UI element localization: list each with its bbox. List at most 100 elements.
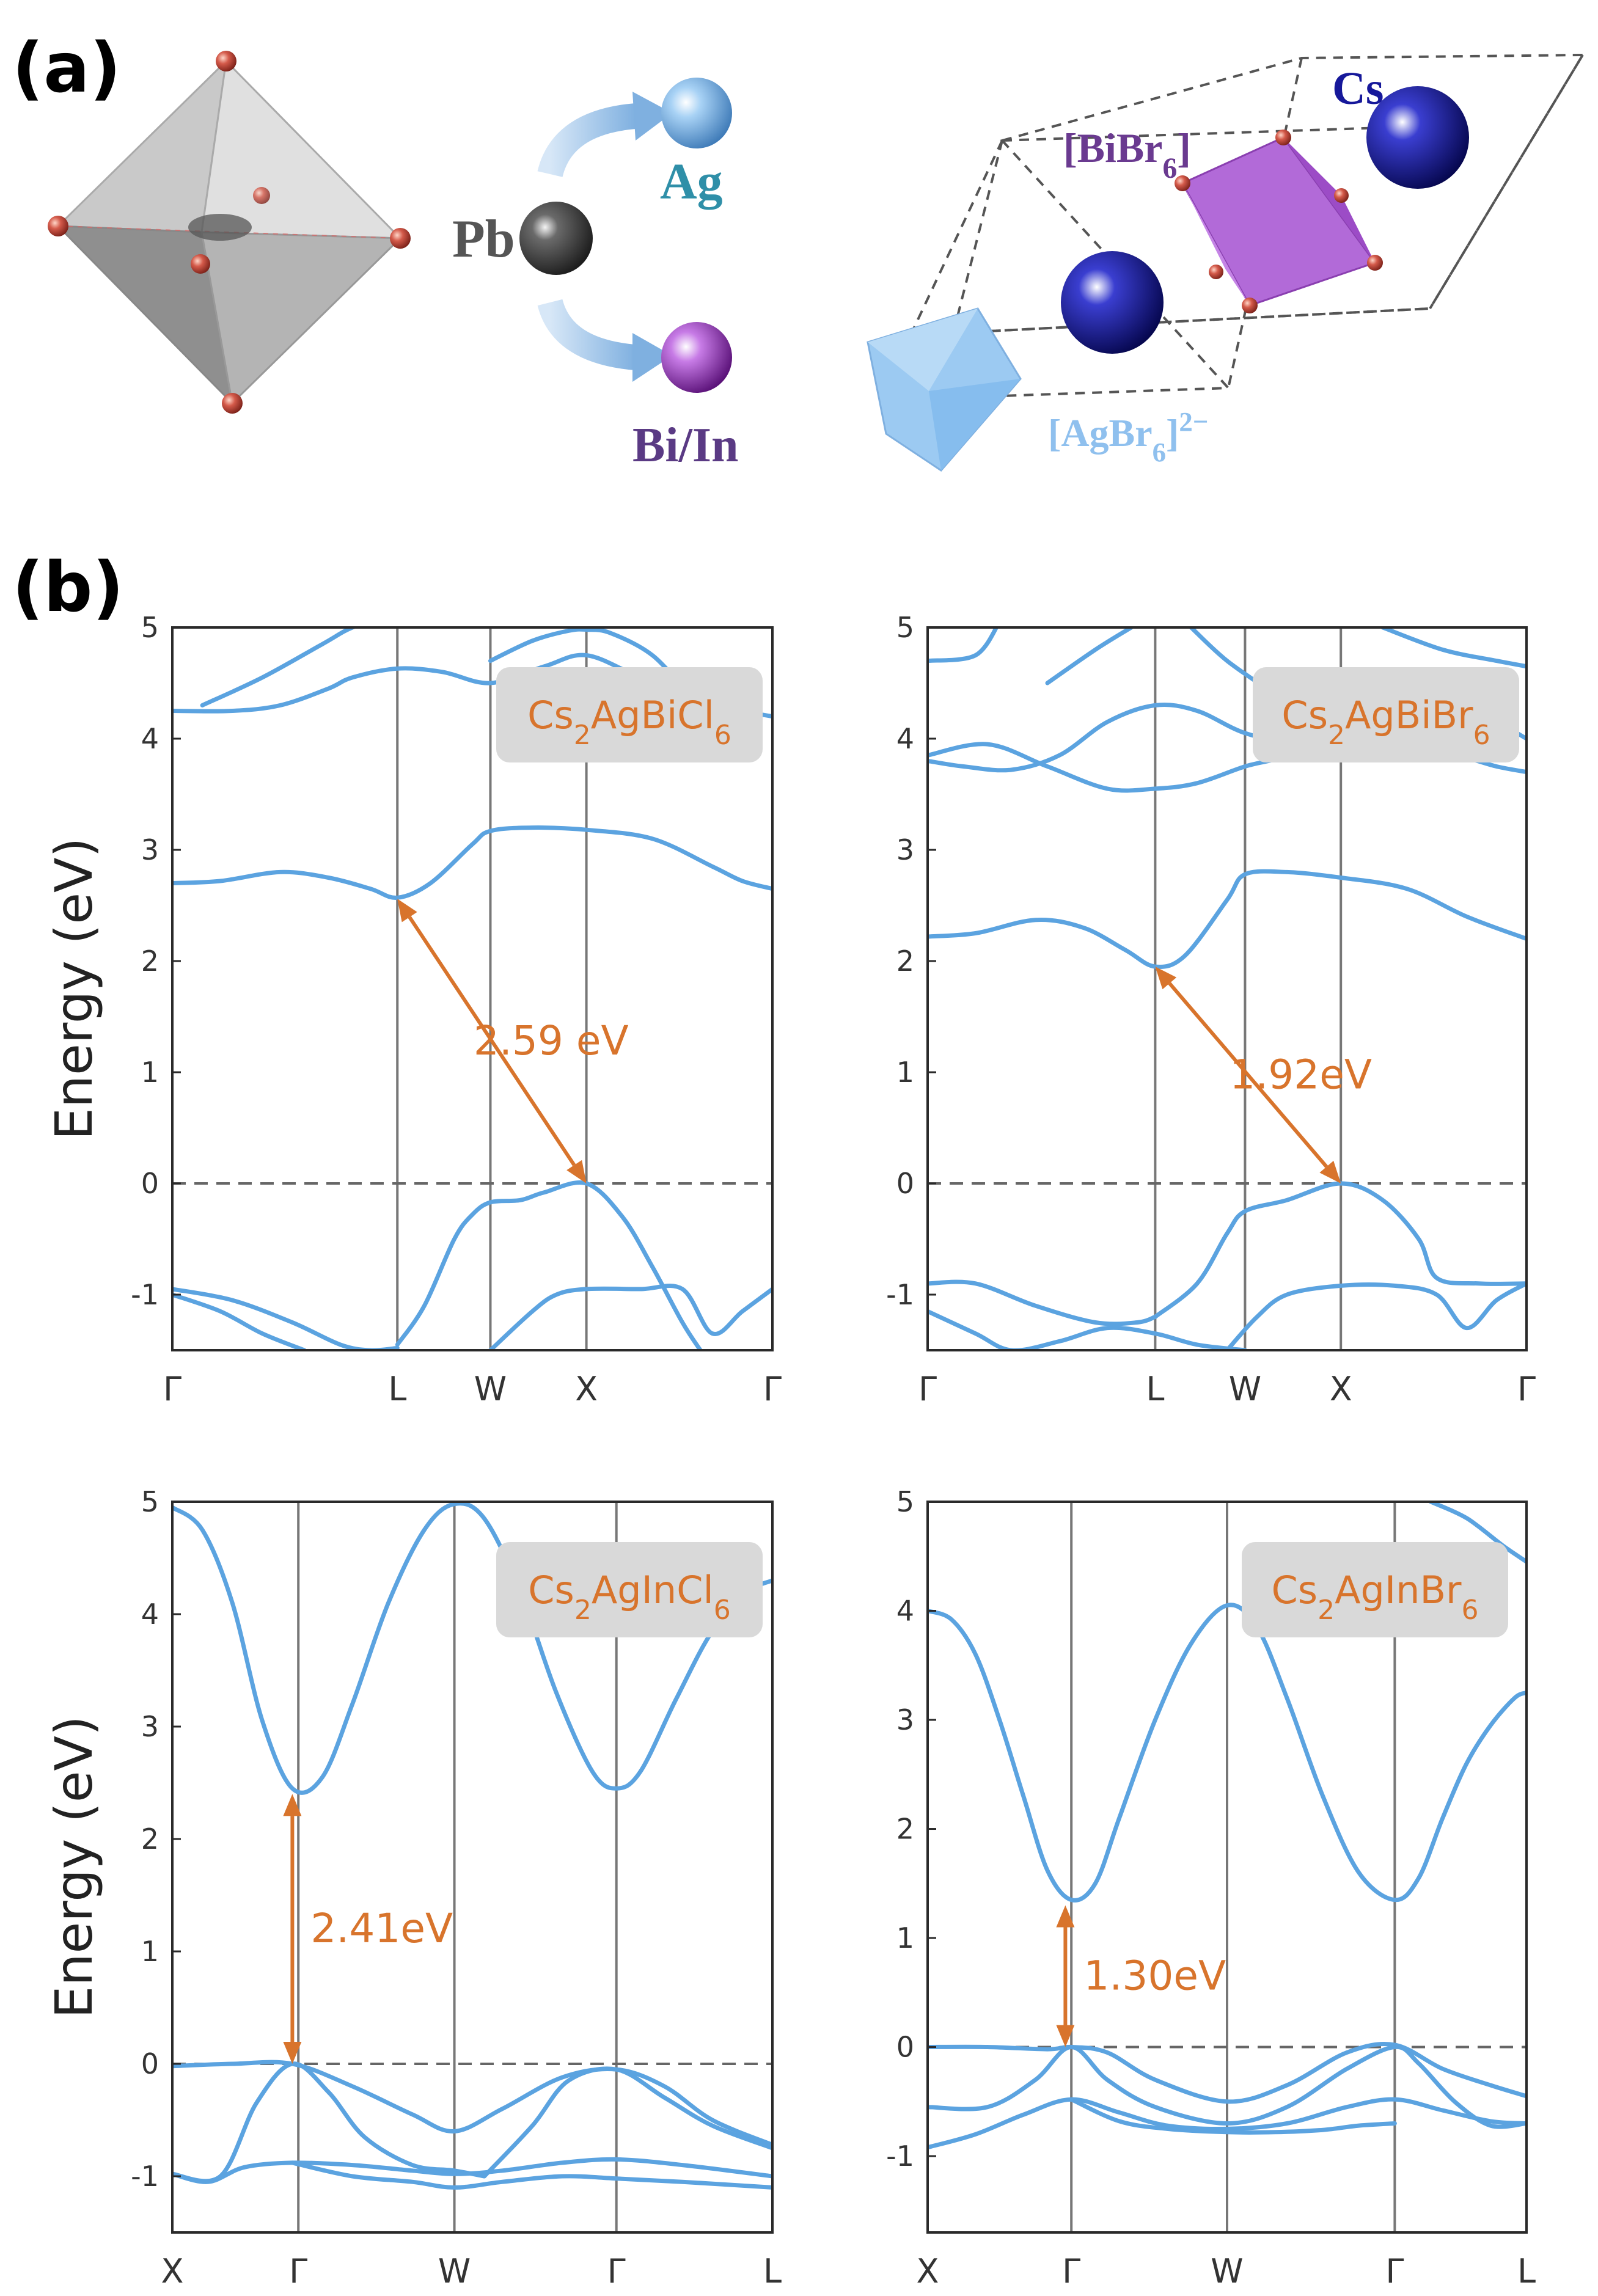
band-gap-label: 1.30eV [1083, 1953, 1226, 2000]
cs-atom [1061, 251, 1164, 354]
plot-frame [926, 1501, 1528, 2234]
band-gap-label: 1.92eV [1230, 1051, 1372, 1099]
band-line [1153, 1181, 1527, 1319]
y-tick-label: 2 [141, 945, 159, 978]
y-tick-label: 0 [141, 1167, 159, 1200]
plot-frame [926, 626, 1528, 1351]
gap-arrow-head [1319, 1160, 1341, 1183]
band-line [928, 1309, 1247, 1350]
y-tick-label: 5 [896, 1485, 914, 1518]
bibr6-label: [BiBr6] [1063, 125, 1191, 185]
y-tick-label: 3 [141, 833, 159, 866]
material-label: Cs2AgBiBr6 [1281, 693, 1490, 751]
band-line [172, 1287, 400, 1350]
y-tick-label: -1 [131, 1278, 159, 1311]
y-tick-label: 3 [141, 1710, 159, 1743]
panel-a: (a) Pb Ag Bi/In [12, 29, 1585, 472]
gap-arrow-head [1056, 2025, 1075, 2047]
band-line [488, 627, 691, 696]
y-tick-label: 4 [896, 722, 914, 755]
kpoint-label: Γ [607, 2252, 626, 2291]
y-tick-label: 2 [141, 1823, 159, 1855]
y-tick-label: 2 [896, 1813, 914, 1846]
bibr6-octahedron [1175, 130, 1383, 313]
kpoint-label: L [1146, 1370, 1164, 1408]
y-tick-label: 4 [141, 1598, 159, 1631]
band-line [1225, 1281, 1527, 1350]
band-structure-cs2agbicl6: -1 0 1 2 3 4 5 Γ L W X Γ Energy (eV) 2.59 eV Cs2AgBiCl… [44, 611, 782, 1408]
y-tick-label: -1 [886, 1278, 914, 1311]
bi-in-atom [661, 322, 732, 393]
cs-label: Cs [1332, 63, 1384, 114]
band-line [200, 627, 359, 707]
y-tick-label: -1 [131, 2160, 159, 2193]
agbr6-label: [AgBr6]2− [1048, 406, 1208, 467]
y-tick-label: 3 [896, 1703, 914, 1736]
band-line [928, 2042, 1527, 2104]
kpoint-label: Γ [289, 2252, 307, 2291]
band-line [172, 1502, 772, 1795]
y-tick-label: 5 [896, 611, 914, 644]
y-tick-label: 3 [896, 833, 914, 866]
kpoint-label: Γ [918, 1370, 937, 1408]
y-tick-label: 1 [141, 1935, 159, 1968]
br-atom [222, 393, 243, 414]
band-structure-cs2agbibr6: -1 0 1 2 3 4 5 Γ L W X Γ 1.92eV Cs2AgBiBr6 [886, 611, 1536, 1408]
y-tick-label: 0 [896, 1167, 914, 1200]
kpoint-label: W [1211, 2252, 1243, 2291]
band-gap-label: 2.41eV [310, 1905, 453, 1952]
bi-in-label: Bi/In [632, 419, 738, 472]
gap-arrow-head [397, 899, 417, 923]
kpoint-label: X [1330, 1370, 1352, 1408]
br-atom [48, 216, 68, 236]
ag-label: Ag [660, 153, 723, 210]
y-tick-label: 1 [896, 1056, 914, 1089]
gap-arrow-head [1056, 1905, 1075, 1928]
plot-frame [171, 1501, 774, 2234]
material-label: Cs2AgInBr6 [1272, 1568, 1479, 1626]
y-tick-label: -1 [886, 2140, 914, 2173]
kpoint-label: L [1517, 2252, 1536, 2291]
band-line [928, 2097, 1527, 2150]
band-line [172, 2061, 487, 2184]
band-line [928, 627, 999, 664]
pb-octahedron [48, 51, 411, 414]
y-axis-label: Energy (eV) [44, 1716, 104, 2018]
material-badge [496, 667, 763, 762]
br-atom [191, 254, 210, 274]
panel-b-label: (b) [12, 548, 124, 627]
y-axis-label: Energy (eV) [44, 838, 104, 1140]
band-gap-label: 2.59 eV [474, 1017, 629, 1064]
material-label: Cs2AgInCl6 [528, 1568, 730, 1626]
pb-label: Pb [452, 210, 515, 269]
band-line [172, 2060, 772, 2147]
kpoint-label: Γ [163, 1370, 181, 1408]
kpoint-label: W [438, 2252, 471, 2291]
band-line [172, 825, 772, 900]
arrow-head-icon [632, 92, 672, 141]
band-structure-cs2aginbr6: -1 0 1 2 3 4 5 X Γ W Γ L 1.30eV Cs2AgInBr6 [886, 1485, 1536, 2291]
band-line [172, 2157, 772, 2184]
material-badge [1253, 667, 1519, 762]
arrow-head-icon [632, 333, 672, 382]
kpoint-label: Γ [1385, 2252, 1404, 2291]
cs-atom [1366, 86, 1469, 189]
gap-arrow-head [1155, 967, 1177, 990]
band-line [928, 1279, 1157, 1326]
kpoint-label: X [161, 2252, 184, 2291]
br-atom [253, 187, 270, 204]
kpoint-label: L [763, 2252, 782, 2291]
y-tick-label: 5 [141, 1485, 159, 1518]
pb-atom [519, 202, 593, 275]
kpoint-label: Γ [763, 1370, 782, 1408]
band-line [1069, 2097, 1397, 2135]
band-line [1380, 627, 1527, 669]
band-line [1045, 627, 1134, 686]
gap-arrow [408, 916, 576, 1166]
kpoint-label: W [1229, 1370, 1261, 1408]
y-tick-label: 5 [141, 611, 159, 644]
band-structure-cs2agincl6: -1 0 1 2 3 4 5 X Γ W Γ L Energy (eV) 2.41eV Cs2AgInCl6 [44, 1485, 782, 2291]
kpoint-label: W [474, 1370, 507, 1408]
panel-a-label: (a) [12, 29, 121, 108]
